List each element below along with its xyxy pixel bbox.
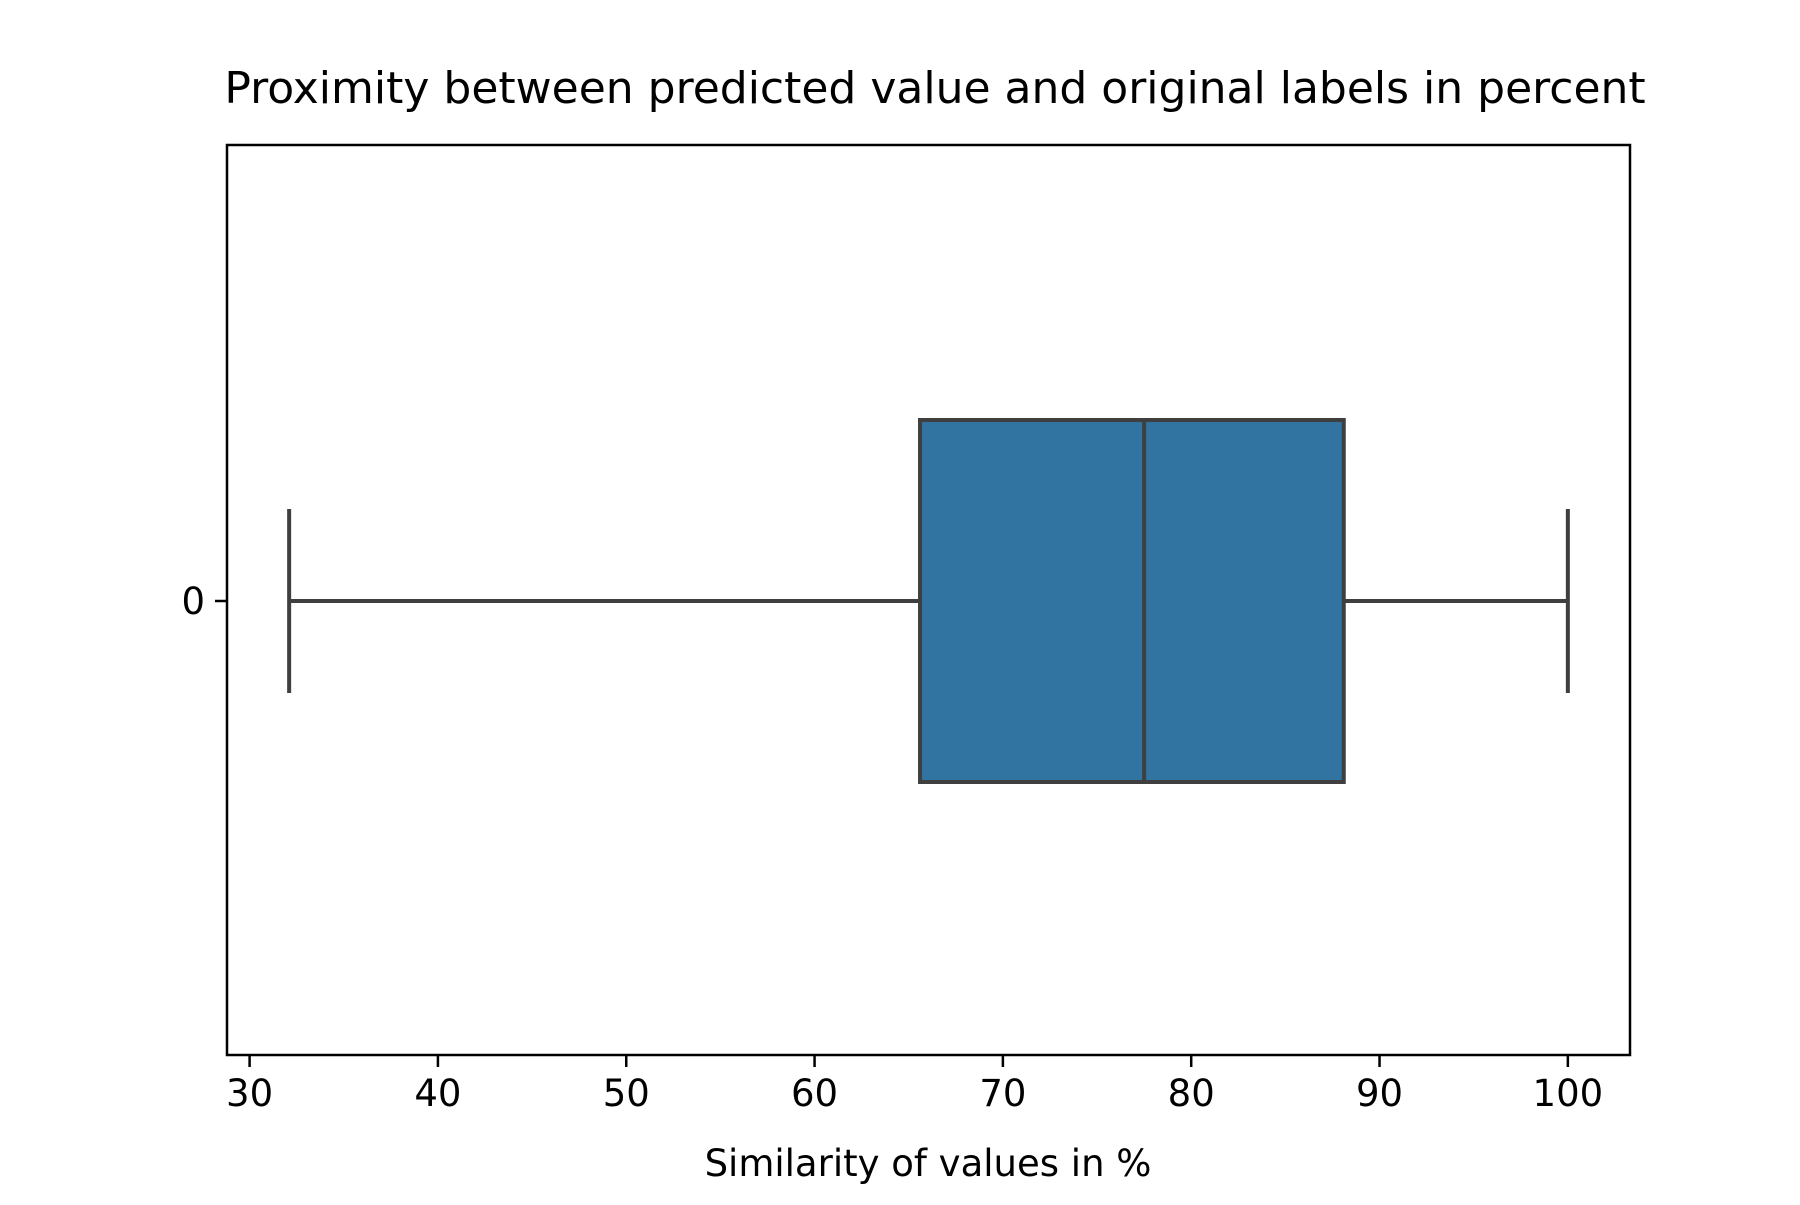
x-axis-label: Similarity of values in % bbox=[705, 1142, 1152, 1185]
x-tick-label: 30 bbox=[226, 1072, 273, 1115]
y-tick-label: 0 bbox=[181, 580, 205, 623]
x-tick-label: 100 bbox=[1533, 1072, 1604, 1115]
box-plot-marks bbox=[287, 418, 1570, 784]
x-tick-label: 50 bbox=[603, 1072, 650, 1115]
axis-ticks: 30 40 50 60 70 80 90 100 0 bbox=[181, 580, 1603, 1115]
x-tick-label: 90 bbox=[1356, 1072, 1403, 1115]
x-tick-label: 80 bbox=[1168, 1072, 1215, 1115]
interquartile-box bbox=[918, 418, 1346, 784]
x-tick-label: 60 bbox=[791, 1072, 838, 1115]
plot-frame bbox=[225, 143, 1632, 1057]
chart-title: Proximity between predicted value and or… bbox=[224, 63, 1645, 114]
x-tick-label: 40 bbox=[414, 1072, 461, 1115]
x-tick-label: 70 bbox=[979, 1072, 1026, 1115]
